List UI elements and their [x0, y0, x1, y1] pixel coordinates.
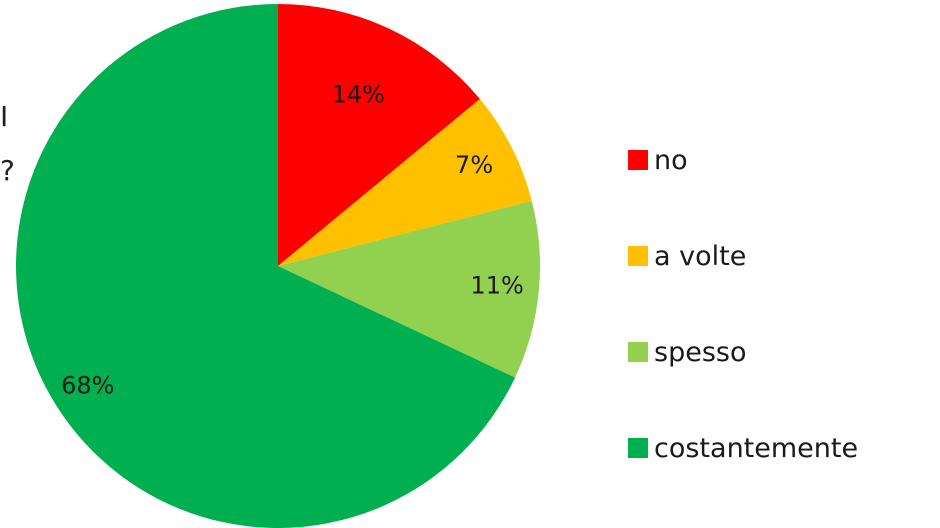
- cropped-text-fragment-top: I: [0, 100, 9, 133]
- legend-label-a-volte: a volte: [654, 240, 747, 272]
- legend-label-costantemente: costantemente: [654, 432, 859, 464]
- legend-item-costantemente: costantemente: [628, 400, 858, 496]
- data-label-costantemente: 68%: [61, 372, 114, 400]
- legend-item-spesso: spesso: [628, 304, 858, 400]
- legend-swatch-no: [628, 150, 648, 170]
- pie-slice-no: [278, 4, 480, 266]
- data-label-a-volte: 7%: [455, 151, 493, 179]
- legend-item-a-volte: a volte: [628, 208, 858, 304]
- data-label-no: 14%: [332, 80, 385, 108]
- cropped-text-fragment-bottom: ?: [0, 154, 15, 187]
- legend-swatch-a-volte: [628, 246, 648, 266]
- legend-swatch-costantemente: [628, 438, 648, 458]
- legend-item-no: no: [628, 112, 858, 208]
- legend-swatch-spesso: [628, 342, 648, 362]
- legend-label-no: no: [654, 144, 688, 176]
- pie-slice-a-volte: [278, 98, 532, 267]
- legend-label-spesso: spesso: [654, 336, 747, 368]
- pie-slice-spesso: [278, 200, 540, 378]
- data-label-spesso: 11%: [470, 272, 523, 300]
- chart-legend: no a volte spesso costantemente: [628, 112, 858, 496]
- pie-slice-costantemente: [16, 4, 516, 528]
